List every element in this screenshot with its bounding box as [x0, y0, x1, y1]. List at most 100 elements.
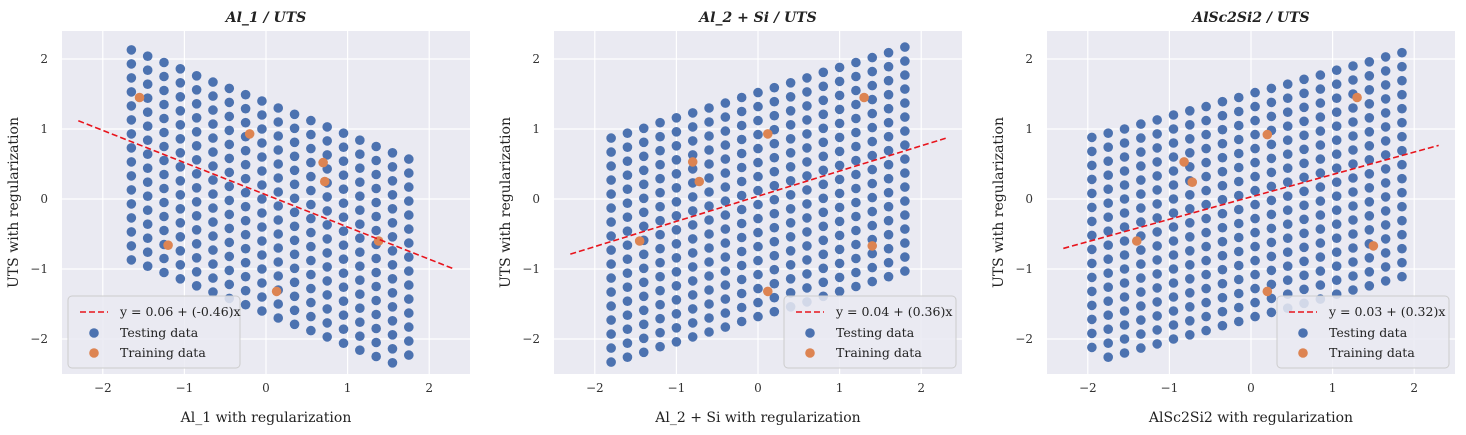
testing-data-point	[289, 193, 300, 204]
testing-data-point	[338, 156, 349, 166]
testing-data-point	[638, 277, 649, 288]
testing-data-point	[159, 57, 169, 68]
testing-data-point	[1315, 266, 1326, 276]
training-data-point	[687, 157, 698, 167]
testing-data-point	[900, 154, 910, 164]
y-tick-label: −2	[1015, 332, 1033, 346]
testing-data-point	[834, 174, 845, 185]
testing-data-point	[289, 179, 300, 190]
testing-data-point	[1266, 307, 1277, 318]
testing-data-point	[1315, 238, 1326, 248]
testing-data-point	[1299, 130, 1309, 141]
testing-data-point	[1282, 177, 1293, 187]
testing-data-point	[883, 145, 894, 156]
testing-data-point	[126, 213, 137, 223]
testing-data-point	[704, 145, 714, 155]
testing-data-point	[834, 62, 845, 73]
testing-data-point	[208, 175, 218, 185]
testing-data-point	[704, 117, 714, 127]
testing-data-point	[1348, 201, 1358, 211]
testing-data-point	[1201, 213, 1211, 224]
testing-data-point	[834, 202, 845, 213]
testing-data-point	[802, 227, 812, 237]
testing-data-point	[1168, 180, 1179, 190]
testing-data-point	[720, 126, 731, 136]
testing-data-point	[1087, 328, 1097, 339]
testing-data-point	[191, 113, 202, 123]
testing-data-point	[240, 243, 251, 254]
testing-data-point	[159, 141, 169, 152]
testing-data-point	[338, 282, 349, 293]
testing-data-point	[404, 182, 414, 192]
testing-data-point	[142, 51, 153, 61]
testing-data-point	[240, 145, 251, 156]
testing-data-point	[240, 187, 251, 198]
testing-data-point	[338, 226, 349, 236]
testing-data-point	[1087, 314, 1097, 325]
testing-data-point	[1315, 126, 1326, 136]
testing-data-point	[1397, 159, 1407, 170]
testing-data-point	[1250, 185, 1260, 196]
training-data-point	[634, 236, 645, 246]
testing-data-point	[1185, 190, 1195, 200]
testing-data-point	[1201, 157, 1211, 168]
testing-data-point	[1266, 167, 1277, 178]
testing-data-point	[655, 257, 665, 268]
testing-data-point	[175, 106, 186, 116]
testing-data-point	[883, 173, 894, 184]
testing-data-point	[1315, 280, 1326, 290]
testing-data-point	[191, 169, 202, 179]
training-data-point	[1179, 157, 1189, 167]
training-data-point	[134, 92, 145, 103]
testing-data-point	[769, 110, 780, 121]
testing-data-point	[622, 240, 633, 250]
testing-data-point	[1250, 87, 1260, 98]
testing-data-point	[1217, 96, 1228, 107]
testing-data-point	[240, 285, 251, 296]
testing-data-point	[736, 302, 747, 313]
legend-training-swatch	[805, 348, 815, 358]
testing-data-point	[126, 185, 137, 195]
testing-data-point	[1348, 61, 1358, 71]
testing-data-point	[1348, 75, 1358, 85]
y-tick-label: −1	[1015, 262, 1033, 276]
testing-data-point	[834, 286, 845, 297]
testing-data-point	[687, 164, 698, 174]
testing-data-point	[306, 283, 316, 294]
testing-data-point	[1201, 171, 1211, 182]
testing-data-point	[1087, 342, 1097, 353]
testing-data-point	[387, 316, 398, 326]
testing-data-point	[1233, 204, 1244, 215]
testing-data-point	[720, 182, 731, 192]
testing-data-point	[769, 208, 780, 219]
testing-data-point	[1201, 311, 1211, 322]
testing-data-point	[851, 225, 861, 236]
training-data-point	[1368, 241, 1379, 251]
testing-data-point	[240, 271, 251, 282]
y-tick-label: −1	[30, 262, 48, 276]
testing-data-point	[371, 309, 381, 320]
testing-data-point	[1315, 224, 1326, 234]
testing-data-point	[736, 176, 747, 187]
testing-data-point	[1266, 209, 1277, 220]
testing-data-point	[638, 319, 649, 330]
testing-data-point	[1397, 215, 1407, 226]
training-data-point	[762, 286, 773, 297]
x-tick-label: 0	[754, 381, 762, 395]
testing-data-point	[622, 268, 633, 279]
testing-data-point	[671, 239, 682, 249]
testing-data-point	[191, 155, 202, 165]
testing-data-point	[720, 224, 731, 234]
testing-data-point	[257, 306, 267, 316]
y-tick-label: 0	[40, 192, 48, 206]
testing-data-point	[1217, 278, 1228, 289]
testing-data-point	[387, 148, 398, 158]
testing-data-point	[1087, 300, 1097, 311]
testing-data-point	[1087, 286, 1097, 297]
testing-data-point	[1136, 189, 1146, 199]
legend-line-label: y = 0.06 + (-0.46)x	[119, 304, 241, 319]
testing-data-point	[704, 159, 714, 169]
testing-data-point	[1282, 79, 1293, 89]
testing-data-point	[622, 226, 633, 236]
testing-data-point	[900, 70, 910, 80]
